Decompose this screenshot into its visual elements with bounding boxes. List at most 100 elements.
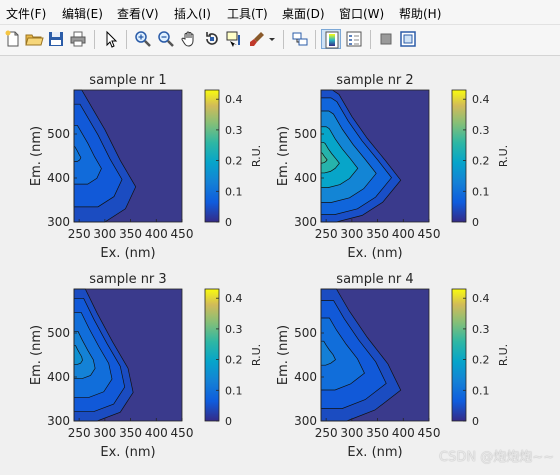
x-tick-label: 350	[366, 426, 389, 440]
menu-bar: 文件(F) 编辑(E) 查看(V) 插入(I) 工具(T) 桌面(D) 窗口(W…	[0, 0, 560, 25]
x-tick-label: 300	[93, 227, 116, 241]
colorbar-tick-label: 0.3	[225, 323, 243, 336]
zoom-out-icon[interactable]	[156, 29, 176, 49]
menu-desktop[interactable]: 桌面(D)	[282, 7, 325, 21]
colorbar-tick-label: 0	[225, 216, 232, 229]
x-tick-label: 250	[68, 227, 91, 241]
menu-edit[interactable]: 编辑(E)	[62, 7, 103, 21]
axes-box	[73, 288, 183, 422]
y-tick-label: 500	[47, 326, 70, 340]
link-plot-icon[interactable]	[290, 29, 310, 49]
axes-box	[320, 89, 430, 223]
toolbar-separator	[283, 30, 284, 49]
axes-box	[73, 89, 183, 223]
colorbar	[451, 288, 467, 422]
y-tick-label: 500	[47, 127, 70, 141]
colorbar-tick-label: 0.1	[472, 384, 490, 397]
contour-level	[73, 146, 82, 162]
subplot-title: sample nr 2	[336, 73, 413, 88]
subplot-title: sample nr 1	[89, 73, 166, 88]
subplot-4[interactable]	[320, 288, 467, 422]
watermark-text: CSDN @炮炮炮~~	[439, 450, 554, 465]
colorbar-label: R.U.	[250, 344, 263, 366]
y-tick-label: 400	[294, 171, 317, 185]
colorbar-tick-label: 0	[225, 415, 232, 428]
colorbar-tick-label: 0.2	[225, 155, 243, 168]
subplot-2[interactable]	[320, 89, 467, 223]
y-tick-label: 400	[294, 370, 317, 384]
colorbar-tick-label: 0.4	[225, 93, 243, 106]
colorbar-label: R.U.	[250, 145, 263, 167]
pointer-icon[interactable]	[101, 29, 121, 49]
contour-level	[73, 331, 96, 379]
x-tick-label: 450	[171, 426, 194, 440]
x-axis-label: Ex. (nm)	[347, 246, 402, 261]
x-tick-label: 300	[340, 227, 363, 241]
menu-view[interactable]: 查看(V)	[117, 7, 159, 21]
hide-plot-tools-icon[interactable]	[376, 29, 396, 49]
colorbar-tick-label: 0.3	[472, 124, 490, 137]
contour-level	[73, 125, 102, 185]
x-axis-label: Ex. (nm)	[100, 445, 155, 460]
y-tick-label: 400	[47, 171, 70, 185]
contour-level	[73, 345, 83, 365]
menu-file[interactable]: 文件(F)	[6, 7, 47, 21]
menu-window[interactable]: 窗口(W)	[339, 7, 385, 21]
x-tick-label: 250	[315, 227, 338, 241]
rotate-3d-icon[interactable]	[202, 29, 222, 49]
x-tick-label: 450	[171, 227, 194, 241]
print-icon[interactable]	[68, 29, 88, 49]
x-tick-label: 350	[119, 426, 142, 440]
y-tick-label: 300	[294, 414, 317, 428]
colorbar-tick-label: 0.3	[472, 323, 490, 336]
menu-help[interactable]: 帮助(H)	[399, 7, 442, 21]
x-tick-label: 300	[93, 426, 116, 440]
chevron-down-icon[interactable]	[267, 29, 277, 49]
subplot-1[interactable]	[73, 89, 220, 223]
legend-icon[interactable]	[344, 29, 364, 49]
contour-level	[320, 340, 336, 366]
y-tick-label: 500	[294, 127, 317, 141]
colorbar-tick-label: 0.2	[472, 155, 490, 168]
subplot-title: sample nr 4	[336, 272, 413, 287]
colorbar-icon[interactable]	[321, 29, 341, 49]
toolbar-separator	[315, 30, 316, 49]
colorbar-tick-label: 0.3	[225, 124, 243, 137]
brush-icon[interactable]	[247, 29, 267, 49]
colorbar-tick-label: 0	[472, 216, 479, 229]
colorbar-tick-label: 0.4	[472, 292, 490, 305]
show-plot-tools-icon[interactable]	[398, 29, 418, 49]
colorbar-tick-label: 0.2	[472, 354, 490, 367]
pan-hand-icon[interactable]	[179, 29, 199, 49]
x-tick-label: 250	[315, 426, 338, 440]
colorbar-tick-label: 0.1	[472, 185, 490, 198]
colorbar-tick-label: 0.4	[225, 292, 243, 305]
toolbar-separator	[94, 30, 95, 49]
toolbar-separator	[126, 30, 127, 49]
y-tick-label: 300	[47, 414, 70, 428]
contour-level	[320, 142, 340, 174]
menu-insert[interactable]: 插入(I)	[174, 7, 211, 21]
colorbar-tick-label: 0.1	[225, 185, 243, 198]
subplot-3[interactable]	[73, 288, 220, 422]
x-tick-label: 400	[392, 227, 415, 241]
open-file-icon[interactable]	[24, 29, 44, 49]
x-tick-label: 400	[145, 227, 168, 241]
x-tick-label: 400	[145, 426, 168, 440]
zoom-in-icon[interactable]	[133, 29, 153, 49]
data-cursor-icon[interactable]	[224, 29, 244, 49]
colorbar-tick-label: 0.1	[225, 384, 243, 397]
colorbar-label: R.U.	[497, 344, 510, 366]
y-axis-label: Em. (nm)	[29, 325, 44, 385]
colorbar-tick-label: 0.4	[472, 93, 490, 106]
x-axis-label: Ex. (nm)	[100, 246, 155, 261]
x-tick-label: 350	[119, 227, 142, 241]
colorbar-tick-label: 0	[472, 415, 479, 428]
subplot-title: sample nr 3	[89, 272, 166, 287]
save-icon[interactable]	[46, 29, 66, 49]
menu-tools[interactable]: 工具(T)	[227, 7, 268, 21]
x-tick-label: 300	[340, 426, 363, 440]
new-figure-icon[interactable]	[3, 29, 23, 49]
figure-toolbar	[0, 25, 560, 56]
